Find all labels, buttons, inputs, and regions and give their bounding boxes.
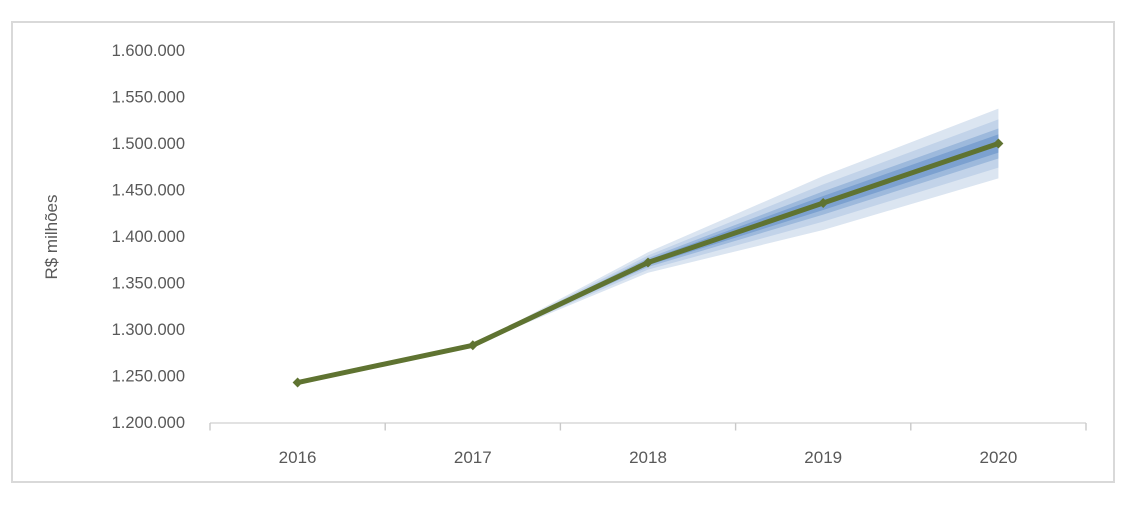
y-axis-title: R$ milhões xyxy=(42,194,61,279)
x-tick-label: 2017 xyxy=(454,448,492,467)
y-tick-label: 1.400.000 xyxy=(112,228,185,246)
data-point-marker xyxy=(292,377,303,388)
y-tick-label: 1.550.000 xyxy=(112,89,185,107)
x-tick-label: 2016 xyxy=(279,448,317,467)
y-tick-label: 1.300.000 xyxy=(112,321,185,339)
x-tick-label: 2019 xyxy=(804,448,842,467)
y-tick-label: 1.200.000 xyxy=(112,414,185,432)
chart-frame-border xyxy=(11,21,1115,483)
y-tick-label: 1.600.000 xyxy=(112,42,185,60)
y-tick-label: 1.500.000 xyxy=(112,135,185,153)
data-point-marker xyxy=(993,138,1004,149)
x-tick-label: 2018 xyxy=(629,448,667,467)
data-point-marker xyxy=(818,198,829,209)
data-point-marker xyxy=(643,257,653,268)
y-tick-label: 1.250.000 xyxy=(112,368,185,386)
data-point-marker xyxy=(467,340,478,351)
y-tick-label: 1.450.000 xyxy=(112,182,185,200)
x-tick-label: 2020 xyxy=(979,448,1017,467)
y-tick-label: 1.350.000 xyxy=(112,275,185,293)
